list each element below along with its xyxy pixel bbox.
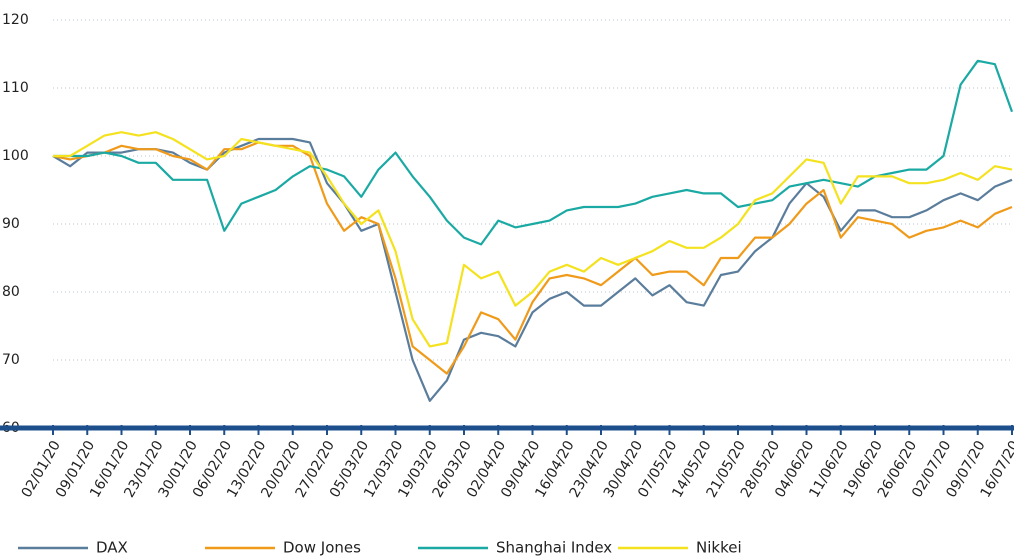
series-line [53,131,1013,348]
y-tick-label: 100 [2,148,29,164]
legend-label: Shanghai Index [496,539,612,557]
y-tick-label: 90 [2,216,20,232]
series-line [52,141,1013,375]
legend-label: Dow Jones [283,539,361,557]
y-tick-label: 120 [2,12,29,28]
y-tick-label: 80 [2,284,20,300]
y-tick-label: 70 [2,352,20,368]
y-tick-label: 110 [2,80,29,96]
series-line [52,137,1013,402]
legend-label: Nikkei [696,539,742,557]
legend-label: DAX [96,539,128,557]
